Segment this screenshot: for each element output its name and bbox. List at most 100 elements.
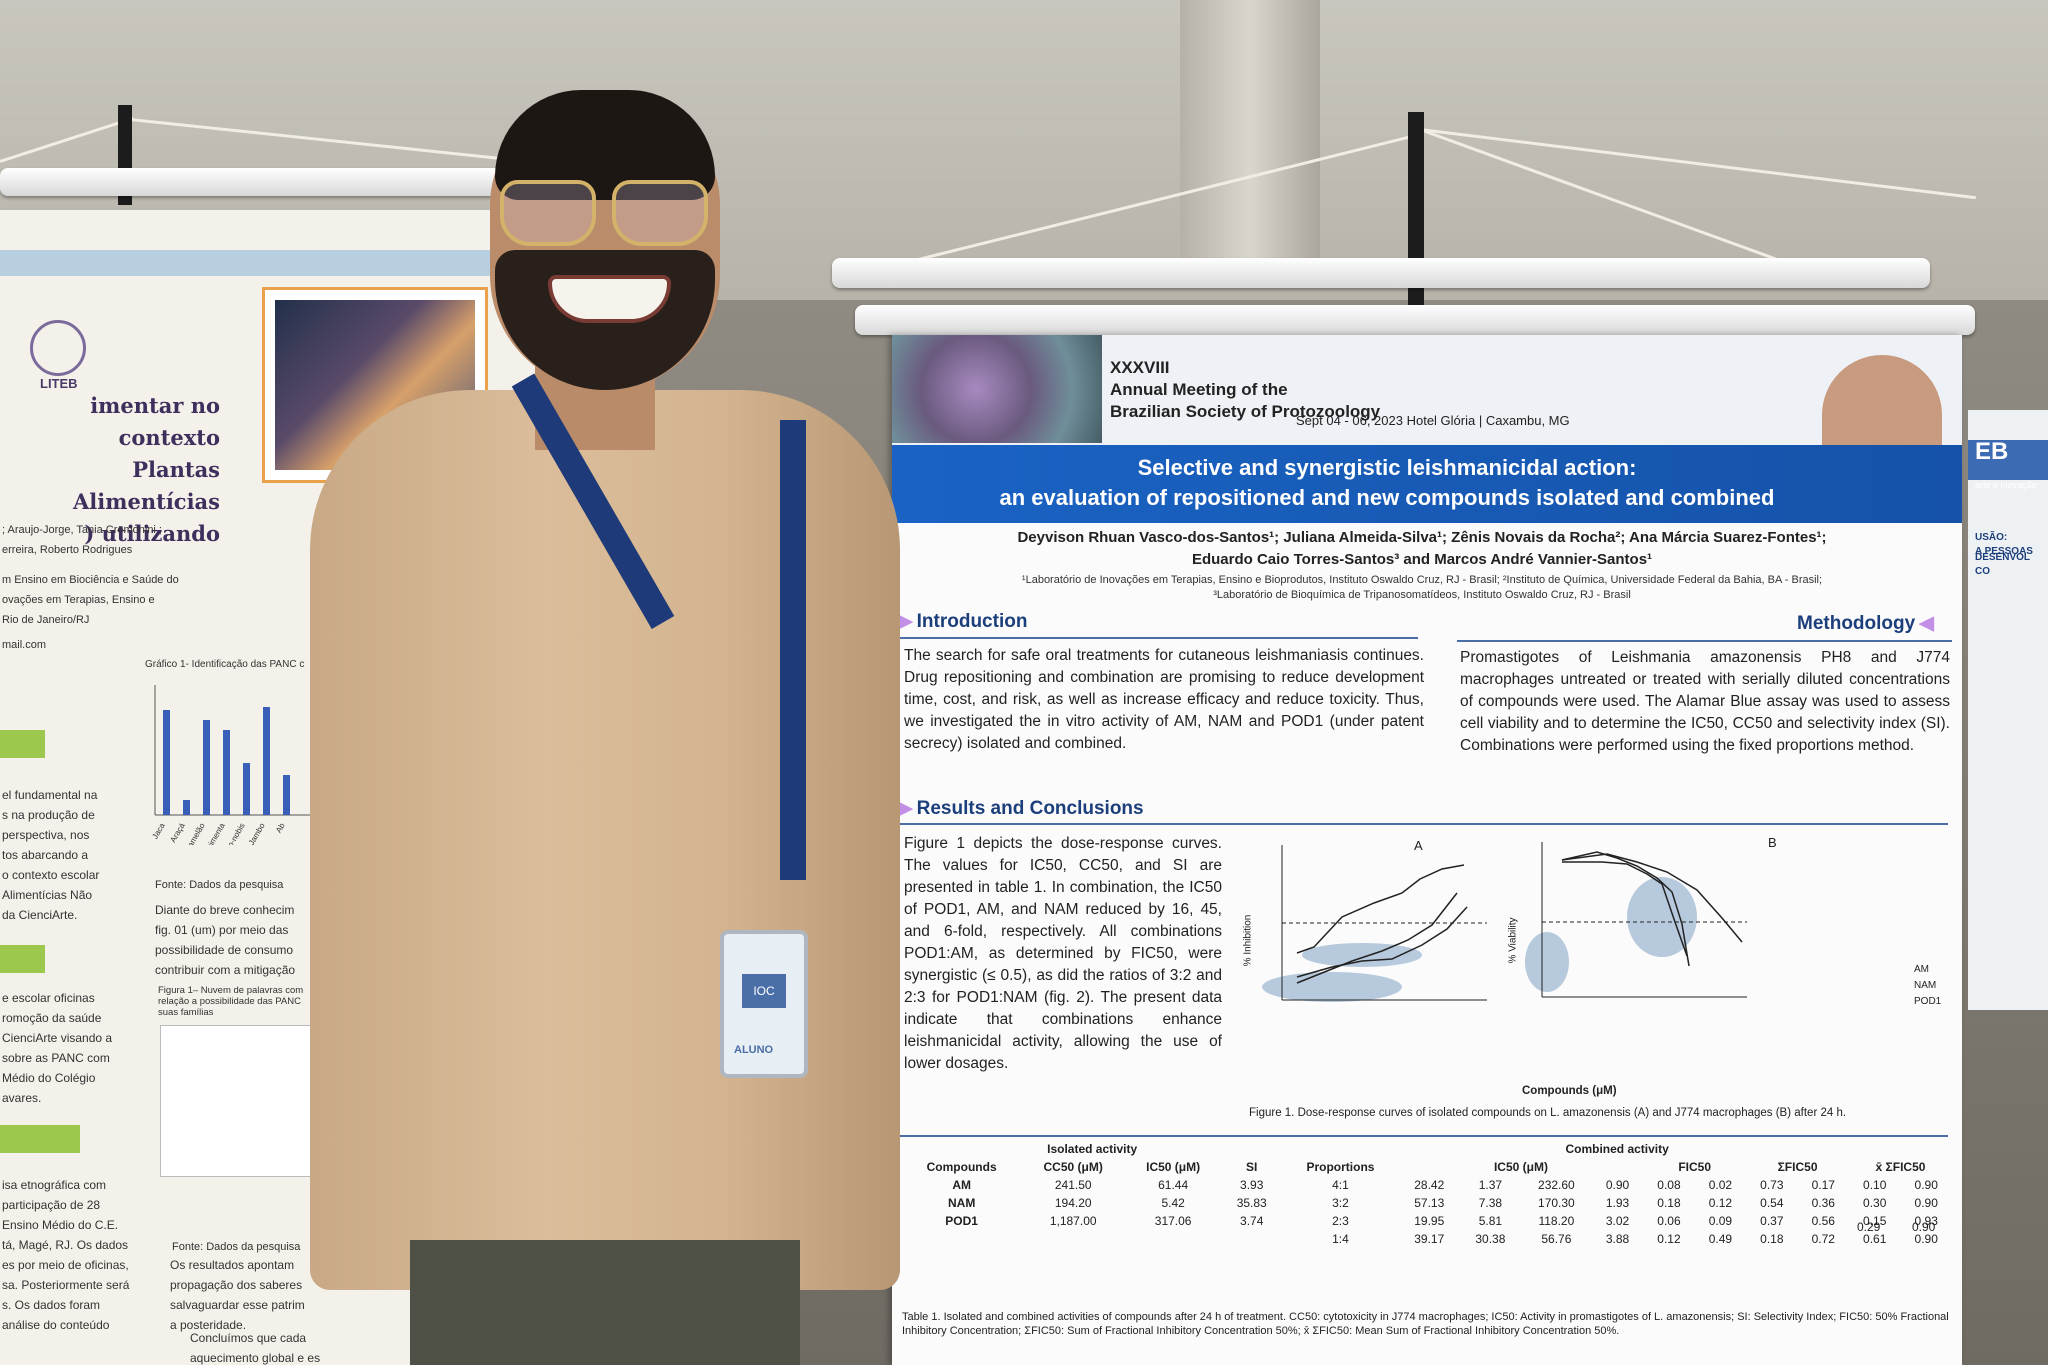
table-row: 1:4 39.17 30.38 56.76 3.88 0.12 0.49 0.1… xyxy=(902,1230,1952,1248)
background-blob xyxy=(1627,877,1697,957)
body-text: Diante do breve conhecim fig. 01 (um) po… xyxy=(155,903,296,977)
title-line: ) utilizando xyxy=(84,521,220,546)
body-text: isa etnográfica com participação de 28 E… xyxy=(2,1178,130,1332)
table-cell: 5.42 xyxy=(1161,1196,1185,1210)
table-cell: 1,187.00 xyxy=(1049,1214,1097,1228)
table-cell: 0.10 xyxy=(1863,1178,1887,1192)
graph-b-ylabel: % Viability xyxy=(1507,917,1519,964)
divider xyxy=(898,1135,1948,1137)
green-tab xyxy=(0,945,45,973)
divider xyxy=(898,823,1948,825)
smile xyxy=(548,275,671,323)
body-text: el fundamental na s na produção de persp… xyxy=(2,788,100,922)
bar xyxy=(263,707,270,815)
right-edge-poster xyxy=(1968,410,2048,1010)
table-cell: 28.42 xyxy=(1414,1178,1445,1192)
mean-sfic-nam: 0.90 xyxy=(1912,1220,1936,1234)
green-tab xyxy=(0,730,45,758)
table-cell: 56.76 xyxy=(1541,1232,1572,1246)
body-text: Concluímos que cada aquecimento global e… xyxy=(190,1331,321,1365)
affiliation-line: ³Laboratório de Bioquímica de Tripanosom… xyxy=(1213,589,1631,601)
legend-item: POD1 xyxy=(1914,996,1942,1007)
poster-title: imentar no contexto Plantas Alimentícias… xyxy=(0,390,220,550)
table-cell: 118.20 xyxy=(1538,1214,1575,1228)
triangle-icon: ▶ xyxy=(898,611,913,632)
table-cell: 0.30 xyxy=(1863,1196,1887,1210)
table-cell: 39.17 xyxy=(1414,1232,1445,1246)
table-cell: 0.02 xyxy=(1708,1178,1733,1192)
table-cell: 30.38 xyxy=(1475,1232,1506,1246)
title-bar xyxy=(892,445,1962,523)
table-header: IC50 (μM) xyxy=(1146,1160,1201,1174)
person: IOC ALUNO xyxy=(290,60,910,1365)
bar xyxy=(283,775,290,815)
graph-b-label: B xyxy=(1768,835,1777,850)
author-line: Eduardo Caio Torres-Santos³ and Marcos A… xyxy=(1191,551,1653,568)
table-cell: 1:4 xyxy=(1332,1232,1349,1246)
right-edge-text: A PESSOAS CO xyxy=(1975,546,2033,577)
mean-sfic-am: 0.29 xyxy=(1857,1220,1881,1234)
table-header: IC50 (μM) xyxy=(1493,1160,1548,1174)
table-cell: 4:1 xyxy=(1332,1178,1349,1192)
id-badge: IOC ALUNO xyxy=(720,930,808,1078)
title-line: an evaluation of repositioned and new co… xyxy=(999,485,1775,510)
table-cell: NAM xyxy=(947,1196,976,1210)
table-cell: 3.02 xyxy=(1605,1214,1630,1228)
title-line: Plantas Alimentícias xyxy=(73,457,220,514)
background-blob xyxy=(1302,943,1422,967)
triangle-icon: ◀ xyxy=(1919,613,1934,634)
table-cell: 241.50 xyxy=(1054,1178,1092,1192)
heading-text: Results and Conclusions xyxy=(916,798,1144,819)
title-line: imentar no contexto xyxy=(90,393,220,450)
body-text: e escolar oficinas romoção da saúde Cien… xyxy=(2,991,113,1105)
table-cell: 3.74 xyxy=(1240,1214,1264,1228)
table-cell: 232.60 xyxy=(1538,1178,1575,1192)
background-blob xyxy=(1262,972,1402,1002)
ioc-logo: IOC xyxy=(742,974,786,1008)
background-blob xyxy=(1525,932,1569,992)
table-header: Proportions xyxy=(1306,1160,1375,1174)
heading-text: Methodology xyxy=(1797,613,1916,634)
logo-text: LITEB xyxy=(40,376,78,391)
category-label: Jambo xyxy=(247,821,267,845)
table-header: Combined activity xyxy=(1565,1142,1669,1156)
category-label: Ab xyxy=(274,821,287,834)
table-row: POD1 1,187.00 317.06 3.74 2:3 19.95 5.81… xyxy=(902,1212,1952,1230)
table-cell: 7.38 xyxy=(1478,1196,1503,1210)
liteb-logo-icon xyxy=(30,320,86,376)
series-line xyxy=(1561,851,1690,967)
figure-caption: Figure 1. Dose-response curves of isolat… xyxy=(1249,1107,1847,1119)
bar xyxy=(243,763,250,815)
lanyard xyxy=(780,420,806,880)
graph-a-label: A xyxy=(1414,838,1423,853)
table-header: CC50 (μM) xyxy=(1043,1160,1103,1174)
scientific-poster: XXXVIII Annual Meeting of the Brazilian … xyxy=(892,335,1962,1365)
table-cell xyxy=(1221,1230,1282,1248)
table-cell: 57.13 xyxy=(1414,1196,1445,1210)
meeting-name: XXXVIII Annual Meeting of the Brazilian … xyxy=(1110,358,1381,421)
table-header-row: Isolated activity Combined activity xyxy=(902,1140,1952,1158)
bar xyxy=(163,710,170,815)
table-cell xyxy=(1021,1230,1125,1248)
table-cell: 0.54 xyxy=(1760,1196,1784,1210)
table-caption: Table 1. Isolated and combined activitie… xyxy=(902,1311,1949,1337)
table-cell: 0.56 xyxy=(1811,1214,1835,1228)
cloud-source: Fonte: Dados da pesquisa xyxy=(172,1241,301,1253)
series-line xyxy=(1296,906,1468,978)
poster-title: Selective and synergistic leishmanicidal… xyxy=(892,453,1882,513)
authors: ; Araujo-Jorge, Tania Cremonini ; erreir… xyxy=(2,520,162,560)
introduction-heading: ▶ Introduction xyxy=(898,610,1027,633)
table-cell: 0.72 xyxy=(1811,1232,1835,1246)
pants xyxy=(410,1240,800,1365)
legend-item: NAM xyxy=(1914,980,1937,991)
bar xyxy=(223,730,230,815)
methodology-heading: Methodology ◀ xyxy=(1797,612,1938,635)
meeting-date: Sept 04 - 06, 2023 Hotel Glória | Caxamb… xyxy=(1296,413,1570,428)
table-cell: 317.06 xyxy=(1154,1214,1192,1228)
chart-source: Fonte: Dados da pesquisa xyxy=(155,879,284,891)
body-text: Os resultados apontam propagação dos sab… xyxy=(170,1258,305,1332)
poster-rod xyxy=(855,305,1975,335)
graph-a-ylabel: % Inhibition xyxy=(1242,914,1254,967)
category-label: Jamelão xyxy=(184,821,207,845)
